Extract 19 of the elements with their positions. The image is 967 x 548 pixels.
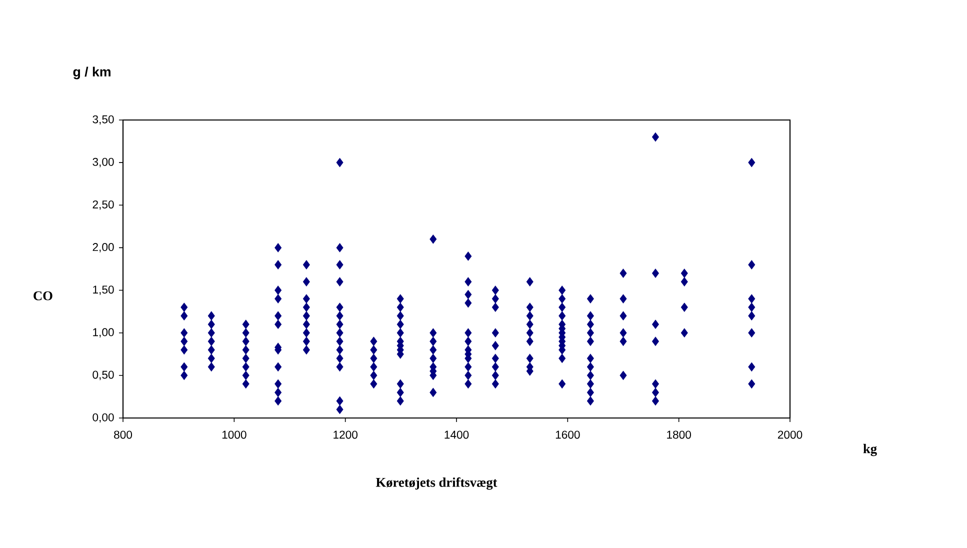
y-tick-label: 1,00 <box>93 328 114 338</box>
x-tick-label: 1800 <box>667 430 691 439</box>
text: kg <box>863 444 877 456</box>
y-tick-label: 0,00 <box>92 413 114 423</box>
x-tick-label: 1600 <box>556 430 580 439</box>
y-tick-label: 1,50 <box>93 286 114 295</box>
y-tick-label: 3,50 <box>92 115 114 125</box>
y-tick-label: 3,00 <box>92 158 114 168</box>
x-tick-label: 1000 <box>222 430 246 439</box>
y-tick-label: 0,50 <box>92 370 114 380</box>
x-tick-label: 800 <box>114 430 132 439</box>
y-tick-label: 2,50 <box>92 200 114 210</box>
y-tick-label: 2,00 <box>92 243 114 252</box>
text: g / km <box>73 66 110 80</box>
x-tick-label: 2000 <box>778 430 802 439</box>
y-axis-title: CO <box>34 291 52 300</box>
x-tick-label: 1400 <box>444 430 469 439</box>
x-tick-label: 1200 <box>334 430 358 439</box>
x-axis-title: Køretøjets driftsvægt <box>376 477 498 490</box>
